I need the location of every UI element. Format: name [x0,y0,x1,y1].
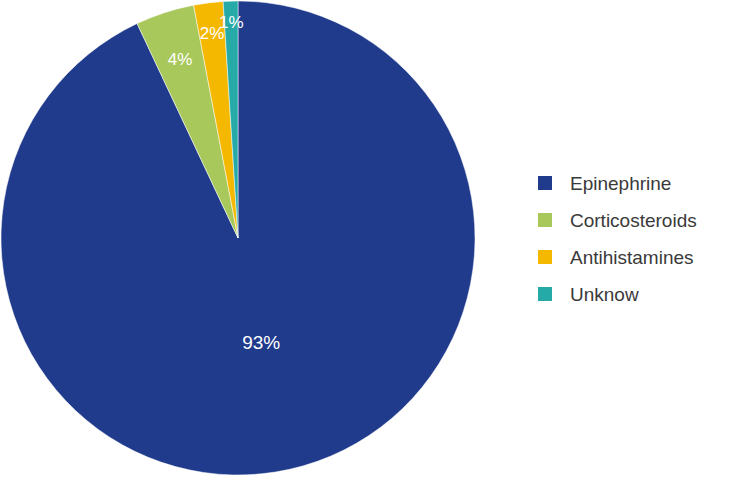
data-label: 1% [219,13,244,32]
legend-label: Corticosteroids [570,210,697,231]
chart: 93%4%2%1%EpinephrineCorticosteroidsAntih… [0,0,732,477]
data-label: 4% [168,50,193,69]
pie-slice [1,1,475,475]
legend-swatch [538,176,552,190]
pie-slice [223,1,238,238]
legend-swatch [538,287,552,301]
legend-label: Epinephrine [570,173,671,194]
data-label: 93% [242,332,280,353]
legend-swatch [538,213,552,227]
legend-swatch [538,250,552,264]
legend: Epinephrine Corticosteroids Antihistamines… [538,173,697,305]
legend-label: Antihistamines [570,247,694,268]
legend-label: Unknow [570,284,639,305]
slices [1,1,475,475]
pie-slice [194,1,238,238]
data-labels: 93%4%2%1% [168,13,281,353]
